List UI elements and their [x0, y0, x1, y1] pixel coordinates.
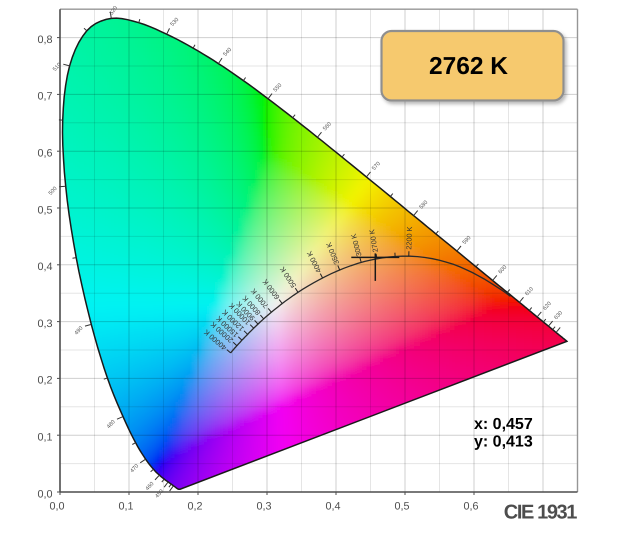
svg-text:0,1: 0,1: [37, 432, 52, 444]
svg-text:0,0: 0,0: [37, 488, 52, 500]
svg-text:0,2: 0,2: [187, 501, 202, 513]
svg-text:0,7: 0,7: [37, 91, 52, 103]
svg-text:0,5: 0,5: [394, 501, 409, 513]
svg-text:0,8: 0,8: [37, 34, 52, 46]
svg-text:0,1: 0,1: [118, 501, 133, 513]
svg-text:0,4: 0,4: [325, 501, 340, 513]
svg-text:0,6: 0,6: [463, 501, 478, 513]
svg-text:CIE 1931: CIE 1931: [504, 502, 577, 524]
svg-text:x: 0,457: x: 0,457: [474, 416, 533, 433]
svg-text:2762 K: 2762 K: [429, 53, 508, 80]
svg-text:0,6: 0,6: [37, 148, 52, 160]
svg-text:0,5: 0,5: [37, 204, 52, 216]
svg-text:0,0: 0,0: [49, 501, 64, 513]
svg-text:y: 0,413: y: 0,413: [474, 434, 533, 451]
svg-text:0,2: 0,2: [37, 375, 52, 387]
svg-text:0,3: 0,3: [256, 501, 271, 513]
svg-text:0,4: 0,4: [37, 261, 52, 273]
svg-text:0,3: 0,3: [37, 318, 52, 330]
svg-text:2200 K: 2200 K: [404, 226, 414, 250]
